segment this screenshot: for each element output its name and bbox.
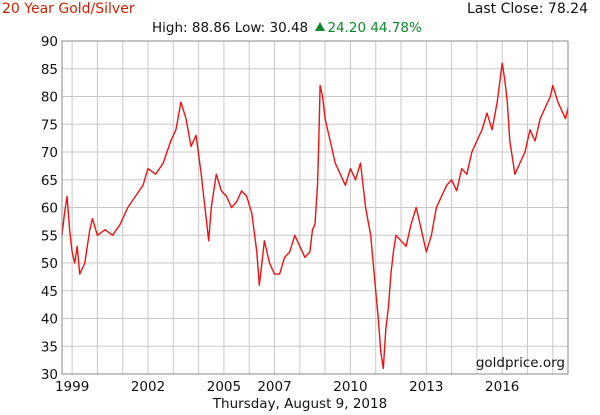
grid-lines [62,40,568,375]
y-tick-label: 35 [41,339,58,355]
y-tick-label: 55 [41,228,58,244]
x-tick-label: 2010 [333,379,367,395]
chart-title: 20 Year Gold/Silver [2,1,135,17]
y-tick-labels: 30 35 40 45 50 55 60 65 70 75 80 85 90 [41,34,58,383]
change-text: 24.20 44.78% [327,20,422,36]
y-tick-label: 65 [41,173,58,189]
series-line [61,62,569,370]
x-tick-label: 1999 [55,379,89,395]
high-low-stats: High: 88.86 Low: 30.48 24.20 44.78% [152,20,422,36]
plot-frame [61,40,569,375]
y-tick-label: 50 [41,256,58,272]
date-label: Thursday, August 9, 2018 [212,396,388,412]
x-tick-label: 2013 [409,379,443,395]
y-tick-label: 40 [41,312,58,328]
last-close-readout: Last Close: 78.24 [467,1,588,17]
y-tick-label: 90 [41,34,58,50]
y-tick-label: 70 [41,145,58,161]
x-tick-label: 2002 [131,379,165,395]
x-tick-label: 2005 [207,379,241,395]
y-tick-label: 30 [41,367,58,383]
x-tick-labels: 1999 2002 2005 2007 2010 2013 2016 [55,379,519,395]
up-arrow-icon [315,22,326,31]
x-tick-label: 2007 [257,379,291,395]
y-tick-label: 45 [41,284,58,300]
high-low-text: High: 88.86 Low: 30.48 [152,20,309,36]
y-tick-label: 60 [41,201,58,217]
y-tick-label: 80 [41,90,58,106]
x-tick-label: 2016 [485,379,519,395]
watermark-text: goldprice.org [476,355,565,371]
y-tick-label: 85 [41,62,58,78]
y-tick-label: 75 [41,117,58,133]
